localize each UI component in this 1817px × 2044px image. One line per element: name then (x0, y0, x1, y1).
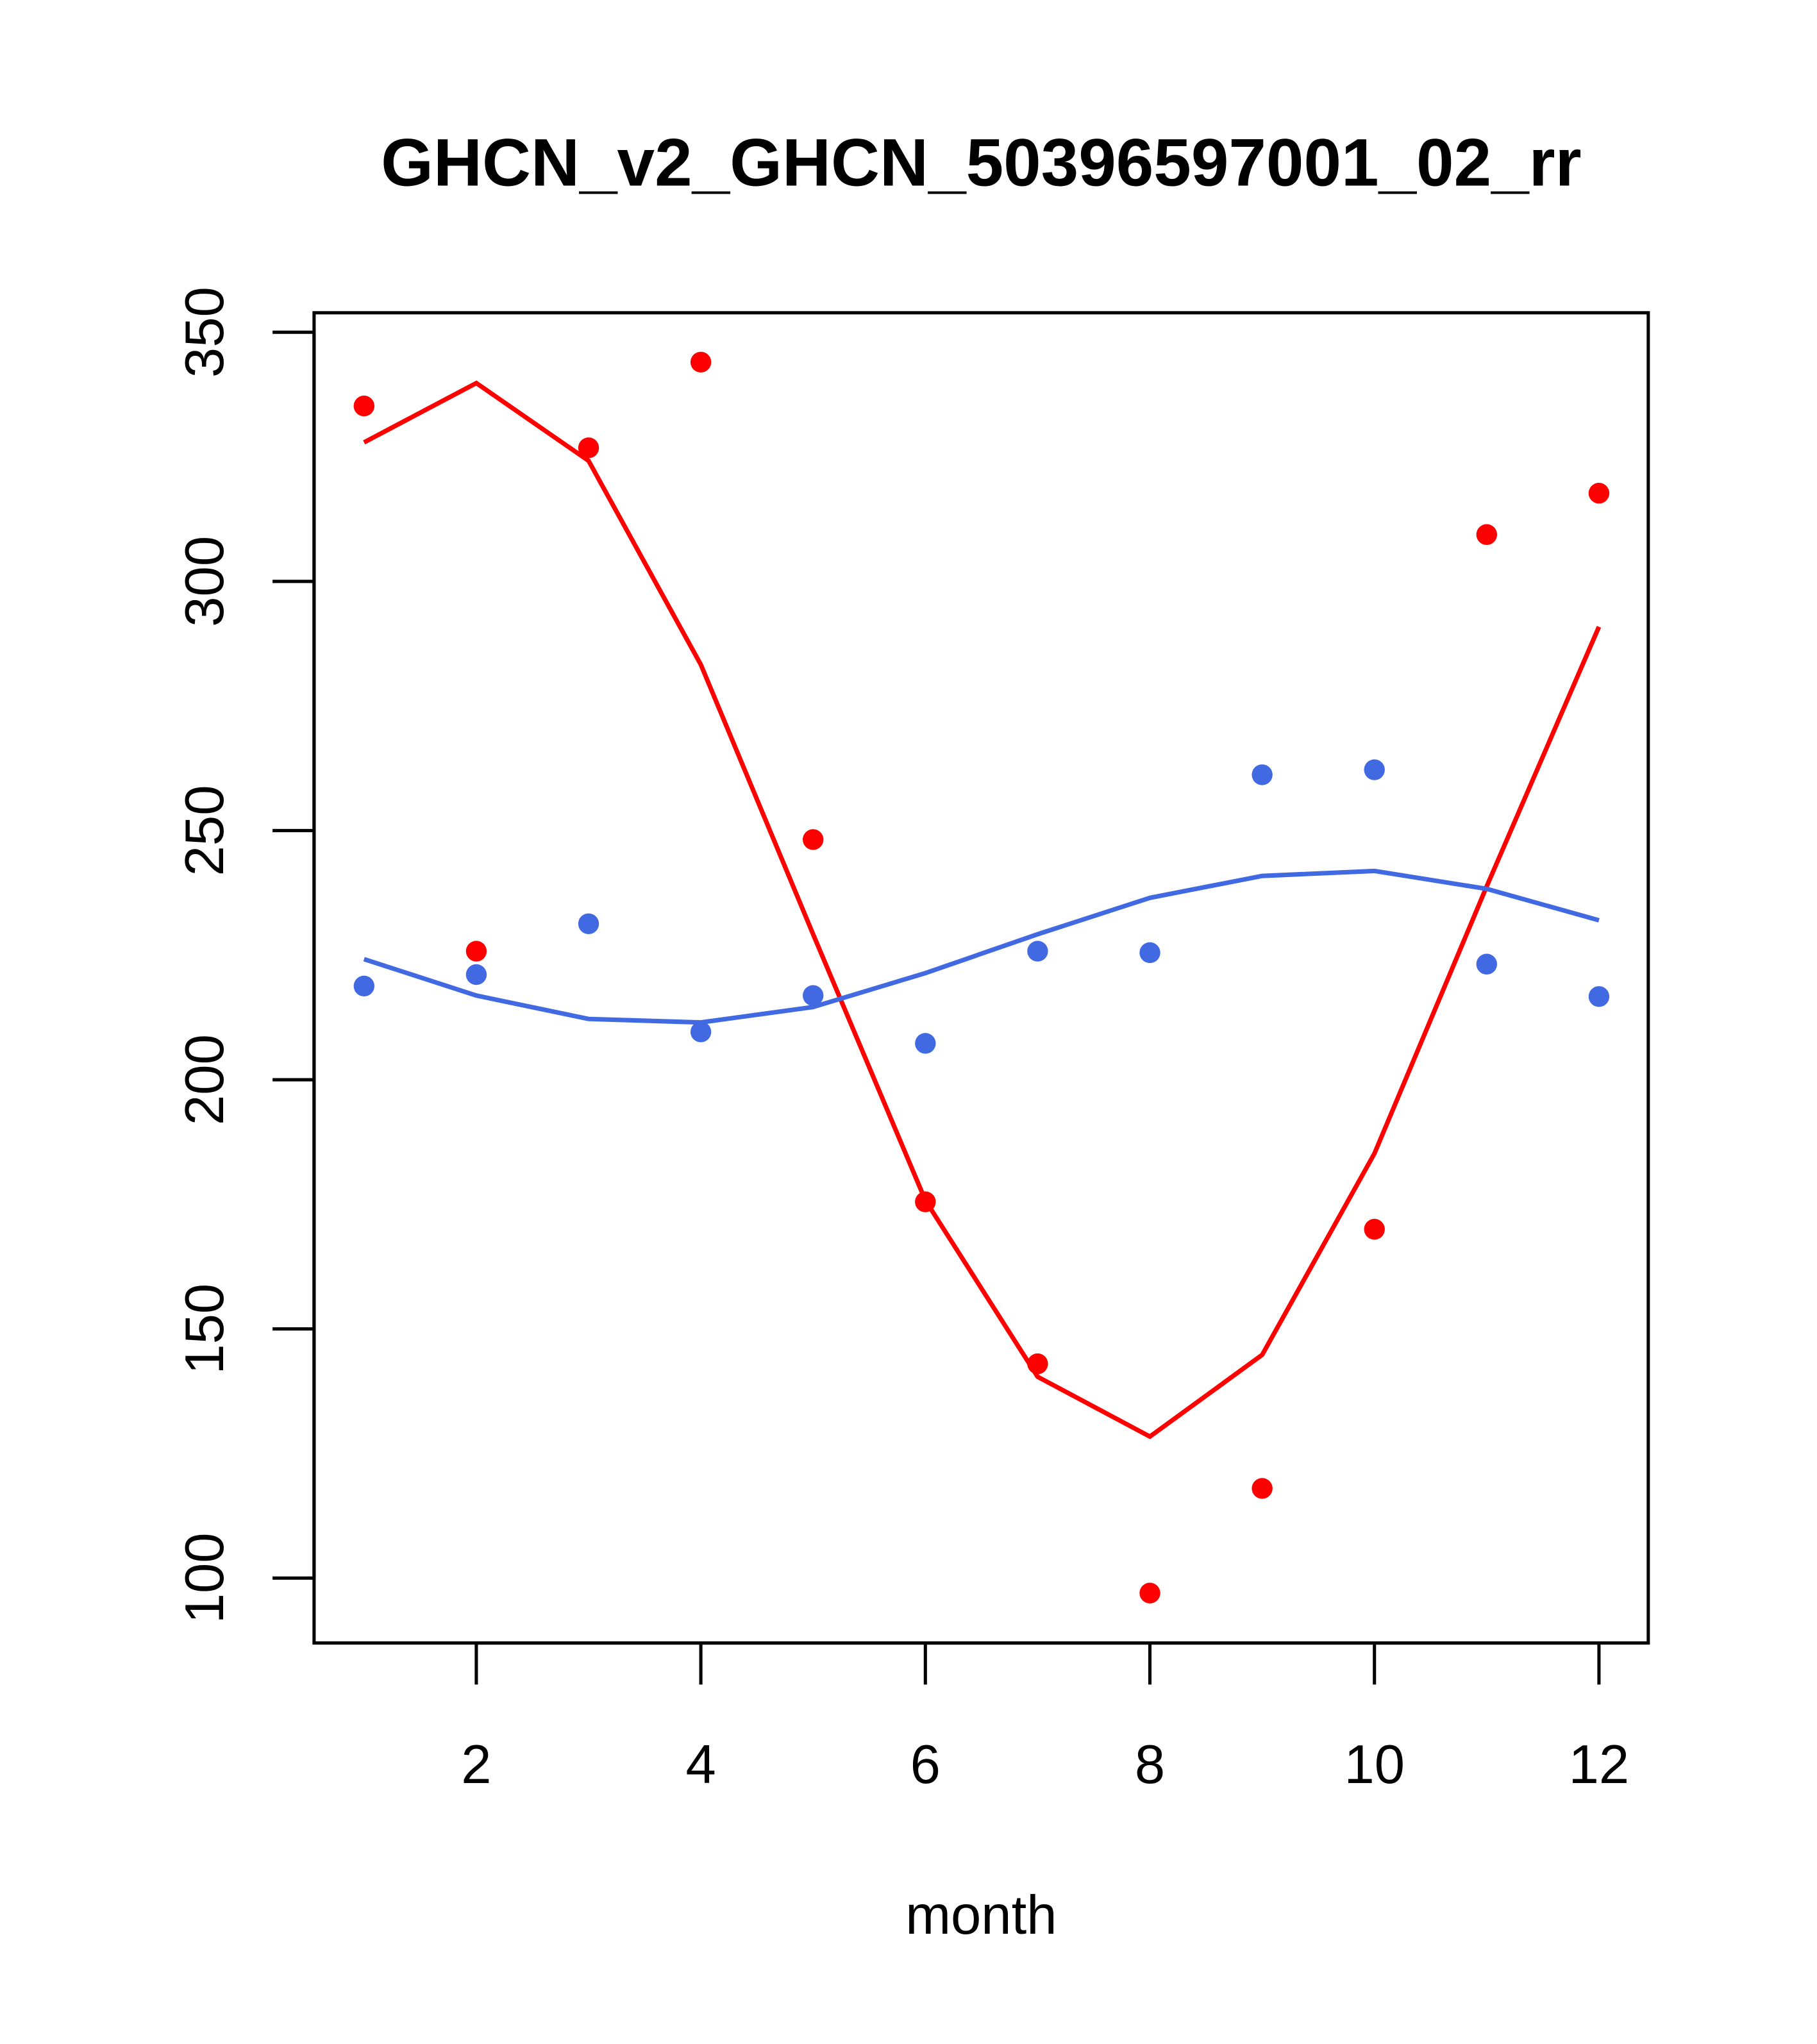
red-points-point (1364, 1219, 1385, 1240)
blue-points-point (915, 1033, 936, 1054)
red-points-point (803, 829, 824, 850)
x-tick-label: 2 (461, 1734, 491, 1795)
red-points-point (1588, 483, 1610, 504)
y-tick-label: 350 (174, 287, 235, 378)
x-tick-label: 6 (910, 1734, 941, 1795)
x-tick-label: 10 (1344, 1734, 1405, 1795)
x-axis-label: month (905, 1885, 1057, 1946)
blue-fit-line (363, 868, 1600, 1025)
y-axis: 100 150 200 250 300 350 (174, 287, 316, 1623)
x-tick-label: 4 (685, 1734, 716, 1795)
blue-points-point (803, 985, 824, 1006)
red-points-point (465, 941, 487, 962)
red-points-point (353, 396, 375, 417)
red-points-point (690, 351, 712, 373)
blue-points-point (690, 1021, 712, 1043)
blue-points-point (1476, 953, 1498, 975)
blue-points-point (1139, 942, 1160, 964)
blue-points-point (1027, 941, 1048, 962)
red-points-point (578, 437, 599, 458)
red-points-point (1139, 1582, 1160, 1604)
y-tick-label: 250 (174, 785, 235, 876)
red-points-point (1476, 524, 1498, 545)
blue-points-point (1252, 764, 1273, 785)
x-tick-label: 8 (1135, 1734, 1165, 1795)
y-tick-label: 100 (174, 1532, 235, 1623)
blue-points-point (1588, 986, 1610, 1007)
y-tick-label: 300 (174, 536, 235, 627)
y-tick-label: 150 (174, 1284, 235, 1375)
blue-points-point (578, 913, 599, 934)
blue-points-point (1364, 759, 1385, 780)
x-tick-label: 12 (1569, 1734, 1630, 1795)
chart-title: GHCN_v2_GHCN_50396597001_02_rr (381, 125, 1581, 200)
blue-points-point (465, 964, 487, 985)
y-tick-label: 200 (174, 1034, 235, 1125)
red-points-point (1252, 1478, 1273, 1499)
blue-points-point (353, 975, 375, 997)
red-fit-line (363, 380, 1602, 1439)
series-group (353, 351, 1610, 1604)
red-points-point (915, 1191, 936, 1212)
red-points-point (1027, 1353, 1048, 1375)
x-axis: 2 4 6 8 10 12 (461, 1641, 1630, 1795)
